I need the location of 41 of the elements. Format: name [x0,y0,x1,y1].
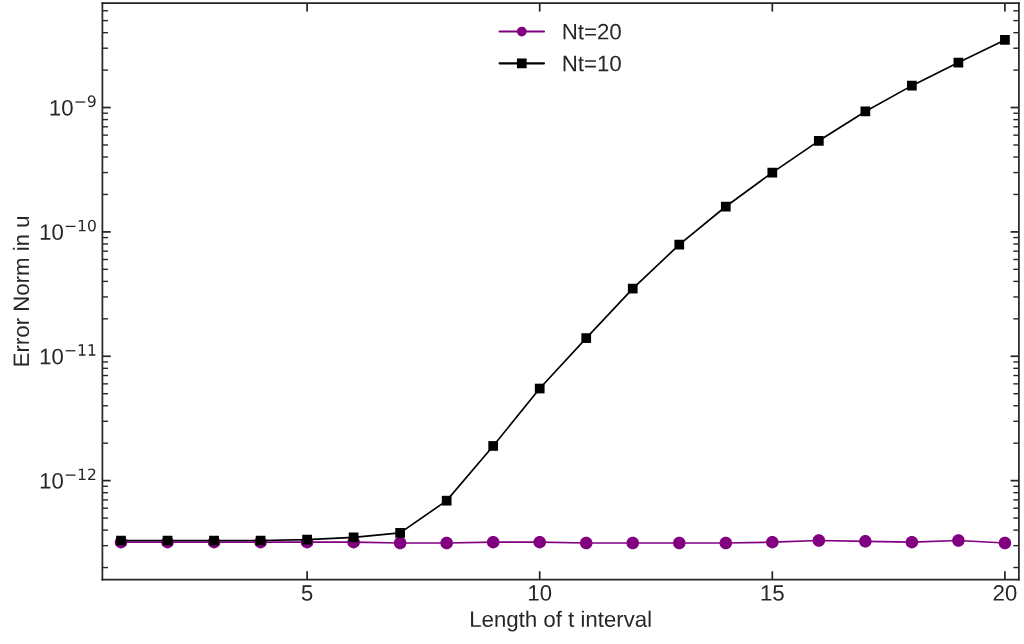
x-tick-label: 10 [529,585,552,601]
legend-label: Nt=10 [563,55,621,72]
point [348,532,359,543]
point [579,536,593,550]
point [813,135,824,146]
point [440,536,453,550]
point [486,535,500,549]
y-tick-label: 10$^{−10}$ [40,219,96,240]
y-axis-title: Error Norm in u [12,216,30,366]
point [905,535,919,549]
x-axis-title: Length of t interval [471,610,651,632]
point [1000,35,1010,45]
point [673,536,686,550]
point [626,536,639,550]
x-tick-label: 20 [993,585,1017,601]
point [952,534,965,547]
point [627,283,638,294]
point [998,536,1012,550]
point [488,441,499,451]
y-tick-label: 10$^{−9}$ [50,95,96,116]
x-tick-label: 5 [301,585,313,601]
point [812,534,826,547]
point [720,201,731,212]
point [393,536,407,550]
y-tick-label: 10$^{−11}$ [40,344,96,365]
point [766,535,779,549]
point [395,528,405,538]
point [859,535,872,548]
point [534,383,545,394]
point [441,495,452,506]
y-tick-label: 10$^{−12}$ [40,468,96,489]
point [581,333,592,343]
point [533,535,546,549]
point [860,106,871,117]
point [719,536,733,550]
legend-label: Nt=20 [563,23,621,40]
point [767,167,778,178]
point [302,534,312,545]
point [674,239,685,250]
x-tick-label: 15 [761,585,784,601]
point [907,80,917,91]
